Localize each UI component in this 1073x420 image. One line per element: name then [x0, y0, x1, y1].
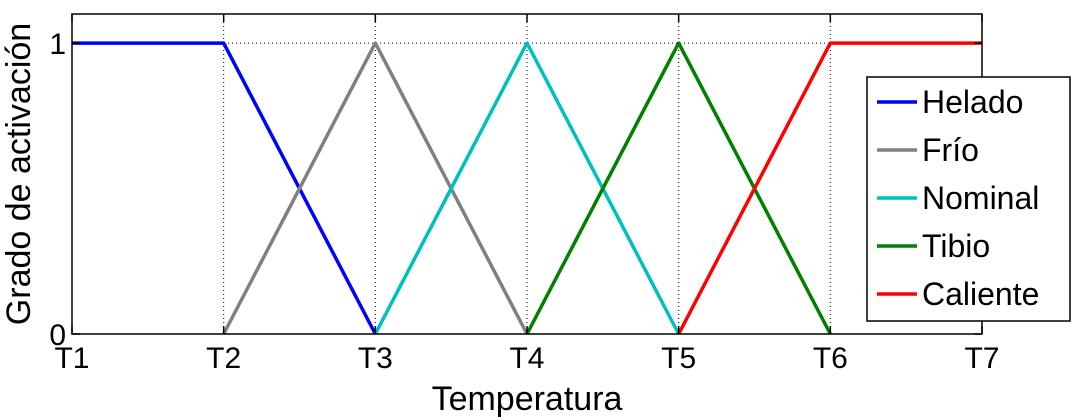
x-tick-labels: T1 T2 T3 T4 T5 T6 T7	[54, 342, 999, 375]
legend-label-2: Frío	[922, 132, 979, 168]
x-tick-label-5: T5	[661, 342, 696, 375]
legend-label-3: Nominal	[922, 180, 1039, 216]
ticks	[71, 14, 983, 335]
legend: Helado Frío Nominal Tibio Caliente	[866, 76, 1071, 322]
series-line-3	[373, 41, 681, 335]
x-tick-label-1: T1	[54, 342, 89, 375]
series-line-5	[677, 41, 982, 335]
series-layer	[72, 41, 982, 335]
y-axis-label: Grado de activación	[0, 23, 38, 325]
x-tick-label-2: T2	[206, 342, 241, 375]
x-tick-label-6: T6	[813, 342, 848, 375]
legend-label-4: Tibio	[922, 228, 990, 264]
y-tick-label-1: 0	[49, 319, 66, 352]
y-tick-label-2: 1	[49, 28, 66, 61]
grid	[72, 14, 982, 334]
x-axis-label: Temperatura	[432, 380, 623, 418]
series-line-2	[222, 41, 529, 335]
x-tick-label-3: T3	[358, 342, 393, 375]
series-line-1	[72, 41, 377, 335]
x-tick-label-4: T4	[509, 342, 544, 375]
x-tick-label-7: T7	[964, 342, 999, 375]
legend-label-1: Helado	[922, 84, 1023, 120]
y-tick-labels: 01	[49, 28, 66, 352]
legend-label-5: Caliente	[922, 276, 1039, 312]
series-line-4	[525, 41, 832, 335]
